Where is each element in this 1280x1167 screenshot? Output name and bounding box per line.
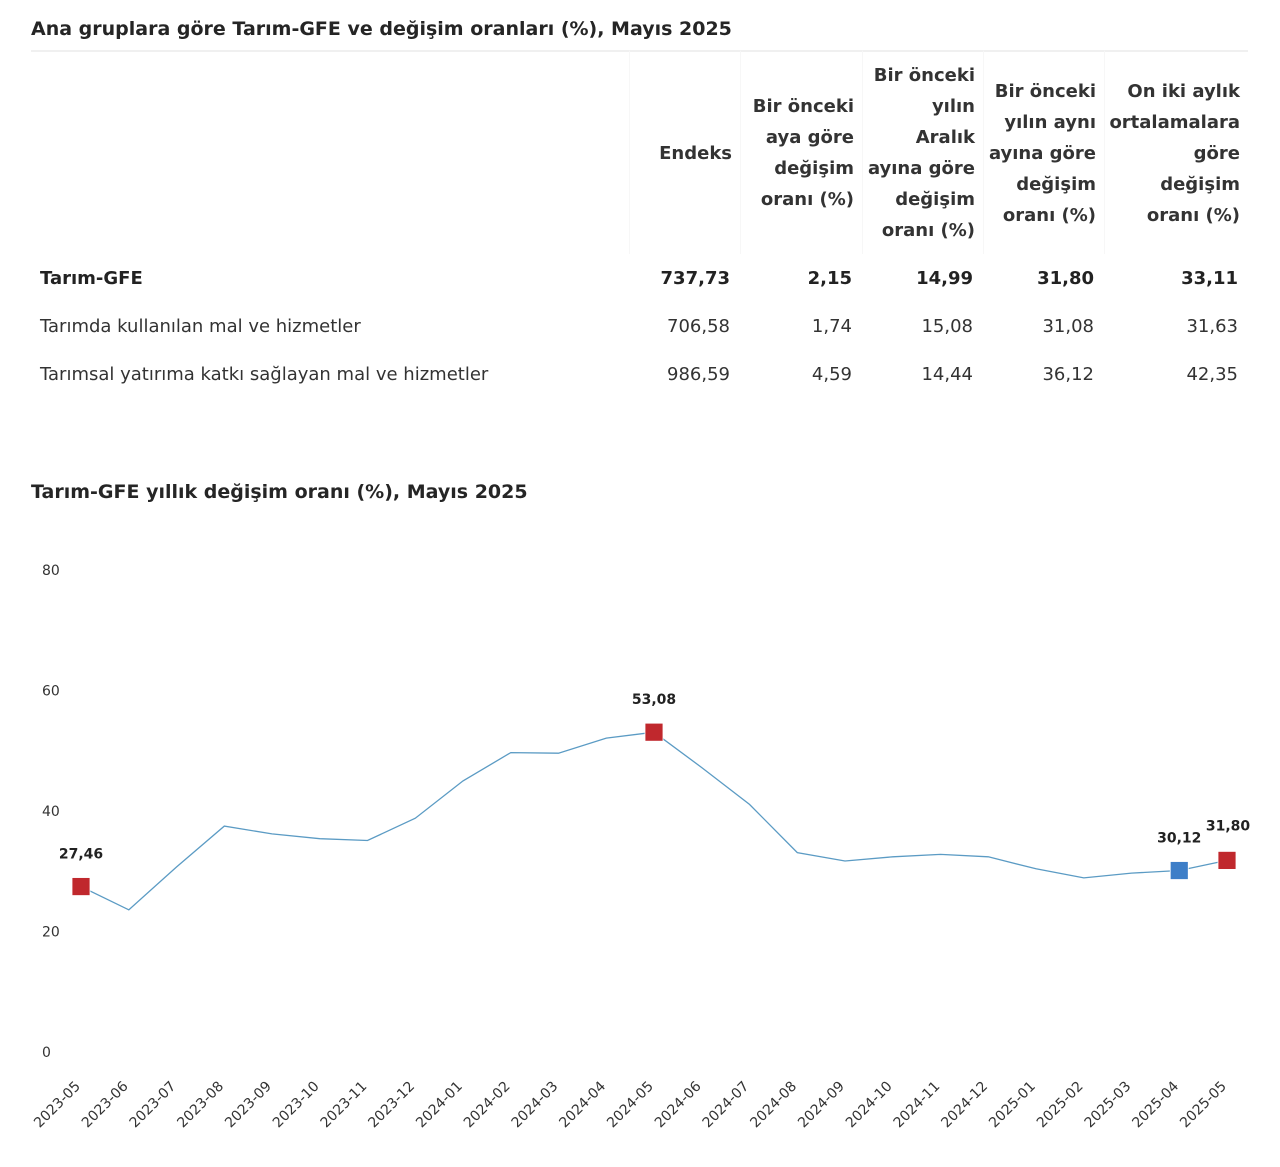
cell-monthly: 1,74	[811, 315, 852, 337]
cell-endeks: 737,73	[660, 267, 730, 289]
x-tick-label: 2024-12	[938, 1079, 991, 1132]
data-label: 30,12	[1157, 831, 1201, 847]
y-tick-label: 20	[42, 925, 60, 941]
x-tick-label: 2024-08	[747, 1079, 800, 1132]
line-chart: 0204060802023-052023-062023-072023-08202…	[31, 563, 1251, 1132]
x-tick-label: 2024-01	[413, 1079, 466, 1132]
y-tick-label: 60	[42, 684, 60, 700]
header-name	[31, 50, 629, 254]
cell-average: 33,11	[1181, 267, 1238, 289]
x-tick-label: 2023-06	[79, 1078, 132, 1131]
x-tick-label: 2025-05	[1177, 1079, 1230, 1132]
x-tick-label: 2025-02	[1034, 1079, 1087, 1132]
cell-endeks: 706,58	[667, 315, 730, 337]
cell-annual: 31,80	[1037, 267, 1094, 289]
x-tick-label: 2024-09	[795, 1079, 848, 1132]
x-tick-label: 2023-09	[222, 1079, 275, 1132]
table-title: Ana gruplara göre Tarım-GFE ve değişim o…	[31, 18, 732, 40]
chart-title: Tarım-GFE yıllık değişim oranı (%), Mayı…	[31, 481, 528, 503]
header-annual-change: Bir önceki yılın aynı ayına göre değişim…	[983, 50, 1104, 254]
x-tick-label: 2025-04	[1129, 1078, 1182, 1131]
cell-december: 15,08	[921, 315, 973, 337]
cell-annual: 36,12	[1042, 363, 1094, 385]
data-point-marker	[1217, 851, 1237, 870]
header-monthly-change: Bir önceki aya göre değişim oranı (%)	[740, 50, 862, 254]
cell-annual: 31,08	[1042, 315, 1094, 337]
row-name: Tarımda kullanılan mal ve hizmetler	[40, 315, 361, 337]
x-tick-label: 2024-04	[556, 1078, 609, 1131]
table-row: Tarım-GFE 737,73 2,15 14,99 31,80 33,11	[31, 254, 1248, 302]
y-tick-label: 0	[42, 1045, 51, 1061]
x-tick-label: 2024-05	[604, 1079, 657, 1132]
x-tick-label: 2023-08	[174, 1079, 227, 1132]
x-tick-label: 2023-12	[365, 1079, 418, 1132]
x-tick-label: 2023-11	[318, 1079, 371, 1132]
x-tick-label: 2023-10	[270, 1079, 323, 1132]
header-average-change: On iki aylık ortalamalara göre değişim o…	[1104, 50, 1248, 254]
y-tick-label: 80	[42, 563, 60, 579]
row-name: Tarım-GFE	[40, 267, 143, 289]
x-tick-label: 2023-07	[127, 1079, 180, 1132]
row-name: Tarımsal yatırıma katkı sağlayan mal ve …	[40, 363, 489, 385]
cell-average: 42,35	[1186, 363, 1238, 385]
x-tick-label: 2025-01	[986, 1079, 1039, 1132]
x-tick-label: 2024-07	[700, 1079, 753, 1132]
table-row: Tarımda kullanılan mal ve hizmetler 706,…	[31, 302, 1248, 350]
data-point-marker	[71, 877, 91, 896]
cell-monthly: 2,15	[807, 267, 852, 289]
x-tick-label: 2024-02	[461, 1079, 514, 1132]
header-endeks: Endeks	[629, 50, 740, 254]
cell-december: 14,44	[921, 363, 973, 385]
table-row: Tarımsal yatırıma katkı sağlayan mal ve …	[31, 350, 1248, 398]
cell-average: 31,63	[1186, 315, 1238, 337]
data-label: 53,08	[632, 692, 676, 708]
index-table: Endeks Bir önceki aya göre değişim oranı…	[31, 50, 1248, 398]
x-tick-label: 2023-05	[31, 1079, 84, 1132]
data-point-marker	[644, 722, 664, 742]
cell-monthly: 4,59	[811, 363, 852, 385]
x-tick-label: 2025-03	[1082, 1079, 1135, 1132]
cell-endeks: 986,59	[667, 363, 730, 385]
cell-december: 14,99	[916, 267, 973, 289]
x-tick-label: 2024-10	[843, 1079, 896, 1132]
x-tick-label: 2024-11	[891, 1079, 944, 1132]
y-tick-label: 40	[42, 804, 60, 820]
table-header-row: Endeks Bir önceki aya göre değişim oranı…	[31, 50, 1248, 254]
data-point-marker	[1169, 861, 1189, 880]
x-tick-label: 2024-03	[509, 1079, 562, 1132]
x-tick-label: 2024-06	[652, 1078, 705, 1131]
data-label: 31,80	[1206, 818, 1251, 834]
data-label: 27,46	[59, 847, 103, 863]
series-line	[80, 731, 1228, 911]
header-december-change: Bir önceki yılın Aralık ayına göre değiş…	[862, 50, 983, 254]
